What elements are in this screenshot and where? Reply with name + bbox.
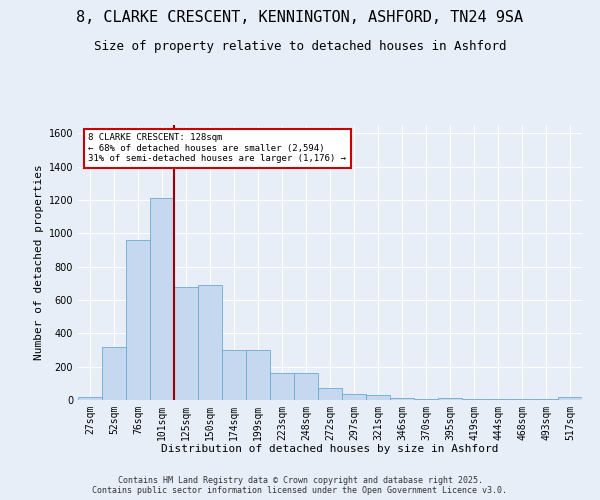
Bar: [150, 198, 174, 400]
Y-axis label: Number of detached properties: Number of detached properties: [34, 164, 44, 360]
Bar: [486, 399, 510, 400]
Bar: [342, 394, 366, 400]
Bar: [78, 396, 102, 400]
Bar: [294, 374, 318, 400]
Bar: [198, 285, 222, 400]
Bar: [534, 399, 558, 400]
Bar: [246, 350, 270, 400]
Bar: [366, 395, 390, 400]
Text: Contains HM Land Registry data © Crown copyright and database right 2025.
Contai: Contains HM Land Registry data © Crown c…: [92, 476, 508, 495]
Bar: [174, 286, 198, 400]
Text: 8 CLARKE CRESCENT: 128sqm
← 68% of detached houses are smaller (2,594)
31% of se: 8 CLARKE CRESCENT: 128sqm ← 68% of detac…: [88, 133, 346, 163]
Text: Size of property relative to detached houses in Ashford: Size of property relative to detached ho…: [94, 40, 506, 53]
Bar: [462, 399, 486, 400]
Bar: [318, 388, 342, 400]
Bar: [222, 350, 246, 400]
Bar: [126, 240, 150, 400]
Bar: [438, 398, 462, 400]
Bar: [510, 399, 534, 400]
X-axis label: Distribution of detached houses by size in Ashford: Distribution of detached houses by size …: [161, 444, 499, 454]
Bar: [270, 374, 294, 400]
Bar: [414, 399, 438, 400]
Bar: [390, 398, 414, 400]
Bar: [558, 396, 582, 400]
Bar: [102, 346, 126, 400]
Text: 8, CLARKE CRESCENT, KENNINGTON, ASHFORD, TN24 9SA: 8, CLARKE CRESCENT, KENNINGTON, ASHFORD,…: [76, 10, 524, 25]
